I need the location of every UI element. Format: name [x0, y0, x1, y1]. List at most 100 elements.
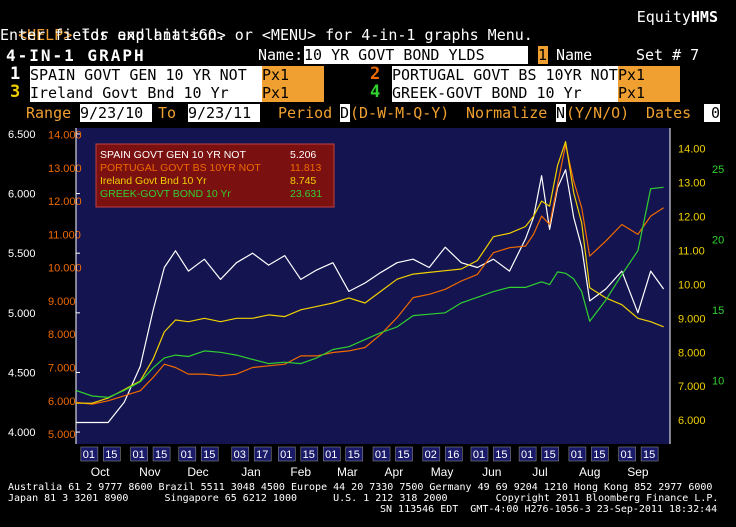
- normalize-field[interactable]: N: [556, 104, 566, 122]
- greece-axis-tick-0: 10: [712, 376, 724, 388]
- name-field[interactable]: 10 YR GOVT BOND YLDS: [304, 46, 528, 64]
- security-1-field[interactable]: SPAIN GOVT GEN 10 YR NOT: [30, 66, 262, 84]
- x-day-cell-19: [541, 446, 559, 462]
- portugal-axis-tick-5: 10.000: [48, 263, 82, 275]
- brand-suffix: HMS: [690, 8, 718, 26]
- x-day-label-6: 03: [234, 449, 246, 461]
- x-day-cell-14: [422, 446, 441, 462]
- portugal-axis-tick-9: 14.000: [48, 130, 82, 142]
- portugal-axis-tick-8: 13.000: [48, 163, 82, 175]
- help-key[interactable]: <HELP>: [18, 26, 73, 44]
- portugal-axis-tick-6: 11.000: [48, 229, 81, 241]
- footer-contacts: Australia 61 2 9777 8600 Brazil 5511 304…: [8, 482, 713, 493]
- spain-axis-tick-2: 5.000: [8, 308, 36, 320]
- x-day-label-3: 15: [155, 449, 167, 461]
- ireland-axis-tick-3: 9.000: [678, 313, 706, 325]
- series-line-greece: [75, 186, 664, 398]
- x-day-label-5: 15: [203, 449, 215, 461]
- x-month-label-5: Mar: [337, 465, 358, 479]
- spain-axis-tick-3: 5.500: [8, 248, 36, 260]
- greece-axis-tick-1: 15: [712, 305, 724, 317]
- security-4-number: 4: [370, 82, 381, 102]
- name-suffix: Name: [556, 46, 593, 64]
- to-label: To: [158, 104, 177, 122]
- x-day-cell-13: [395, 446, 413, 462]
- x-day-label-7: 17: [256, 449, 268, 461]
- brand: EquityHMS: [637, 8, 718, 26]
- security-3-field[interactable]: Ireland Govt Bnd 10 Yr: [30, 84, 262, 102]
- security-1-number: 1: [10, 64, 21, 84]
- x-day-cell-1: [103, 446, 121, 462]
- ireland-axis-tick-1: 7.000: [678, 381, 706, 393]
- x-month-label-4: Feb: [290, 465, 311, 479]
- x-month-label-7: May: [431, 465, 454, 479]
- security-4-field[interactable]: GREEK-GOVT BOND 10 Yr: [392, 84, 618, 102]
- security-3-px-field[interactable]: Px1: [262, 84, 324, 102]
- x-day-cell-0: [80, 446, 99, 462]
- x-month-label-1: Nov: [139, 465, 160, 479]
- series-line-ireland: [76, 141, 664, 404]
- ireland-axis-tick-6: 12.00: [678, 211, 706, 223]
- series-line-portugal: [75, 144, 664, 405]
- range-from-field[interactable]: 9/23/10: [80, 104, 152, 122]
- range-to-field[interactable]: 9/23/11: [188, 104, 260, 122]
- security-1-px-field[interactable]: Px1: [262, 66, 324, 84]
- bond-yield-chart: 4.000 4.500 5.000 5.500 6.000 6.500 5.000 6.000…: [0, 124, 736, 482]
- x-day-cell-16: [470, 446, 489, 462]
- security-2-px-field[interactable]: Px1: [618, 66, 680, 84]
- brand-prefix: Equity: [636, 8, 691, 26]
- x-day-label-15: 16: [447, 449, 459, 461]
- legend-value-1: 11.813: [290, 162, 321, 174]
- x-day-cell-12: [372, 446, 391, 462]
- range-label: Range: [26, 104, 72, 122]
- legend-value-3: 23.631: [290, 188, 322, 200]
- x-day-label-16: 01: [473, 449, 485, 461]
- security-2-number: 2: [370, 64, 381, 84]
- ireland-axis-tick-8: 14.00: [678, 143, 706, 155]
- x-day-label-9: 15: [303, 449, 315, 461]
- instructions: Enter fields and hit <GO> or <MENU> for …: [0, 26, 533, 44]
- x-day-cell-2: [130, 446, 148, 462]
- x-day-label-14: 02: [425, 449, 437, 461]
- x-day-label-19: 15: [543, 449, 555, 461]
- ireland-axis-tick-4: 10.00: [678, 279, 706, 291]
- x-day-cell-9: [300, 446, 319, 462]
- x-day-cell-8: [278, 446, 296, 462]
- help-text: for explanation.: [72, 26, 226, 44]
- name-label: Name:: [258, 46, 304, 64]
- help-line: <HELP> for explanation.: [0, 8, 736, 44]
- normalize-label: Normalize: [466, 104, 548, 122]
- x-day-label-12: 01: [375, 449, 387, 461]
- x-day-cell-17: [493, 446, 511, 462]
- x-day-label-4: 01: [181, 449, 193, 461]
- x-day-label-2: 01: [132, 449, 144, 461]
- x-day-label-8: 01: [280, 449, 292, 461]
- x-month-label-10: Aug: [579, 465, 600, 479]
- ireland-axis-tick-7: 13.00: [678, 177, 706, 189]
- set-label: Set # 7: [636, 46, 700, 64]
- x-day-label-22: 01: [621, 449, 633, 461]
- name-flag-field[interactable]: 1: [538, 46, 548, 64]
- x-month-label-3: Jan: [241, 465, 260, 479]
- security-2-field[interactable]: PORTUGAL GOVT BS 10YR NOT: [392, 66, 618, 84]
- x-day-cell-11: [345, 446, 364, 462]
- x-day-cell-15: [444, 446, 463, 462]
- portugal-axis-tick-2: 7.000: [48, 362, 76, 374]
- legend-box: [95, 143, 335, 208]
- x-day-cell-23: [640, 446, 659, 462]
- dates-field[interactable]: 0: [704, 104, 720, 122]
- x-day-cell-7: [253, 446, 272, 462]
- security-4-px-field[interactable]: Px1: [618, 84, 680, 102]
- x-day-label-0: 01: [83, 449, 95, 461]
- legend-value-2: 8.745: [290, 175, 316, 187]
- legend-entry-2: Ireland Govt Bnd 10 Yr: [100, 175, 207, 187]
- legend-entry-1: PORTUGAL GOVT BS 10YR NOT: [100, 162, 261, 174]
- x-day-cell-6: [231, 446, 250, 462]
- x-day-cell-18: [518, 446, 537, 462]
- x-month-label-8: Jun: [482, 465, 501, 479]
- period-field[interactable]: D: [340, 104, 350, 122]
- period-options: (D-W-M-Q-Y): [350, 104, 450, 122]
- x-day-label-10: 01: [325, 449, 337, 461]
- greece-axis-tick-2: 20: [712, 234, 724, 246]
- legend-entry-0: SPAIN GOVT GEN 10 YR NOT: [100, 149, 246, 161]
